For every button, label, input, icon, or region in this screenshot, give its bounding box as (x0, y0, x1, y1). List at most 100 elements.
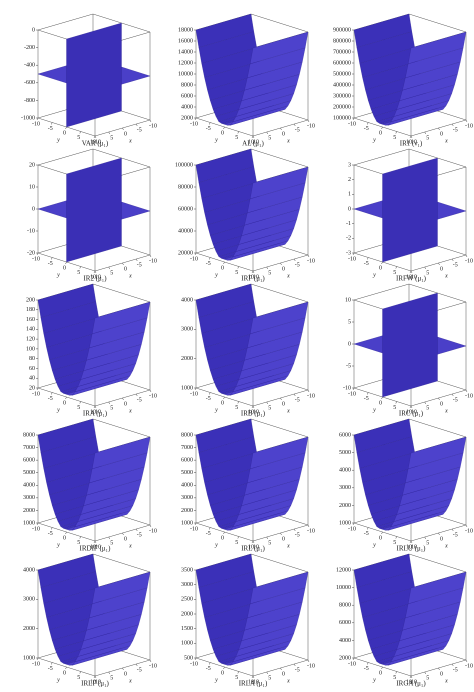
y-tick-label: -5 (364, 126, 369, 132)
surface (66, 157, 122, 263)
box-edge (408, 418, 467, 438)
panel: 1000 2000 3000 4000 5000 6000 7000 8000 -10 -5 0 5 1… (181, 418, 315, 553)
x-tick (410, 405, 413, 409)
y-axis-label: y (56, 407, 60, 413)
z-tick-label: -3 (346, 250, 351, 256)
y-tick (36, 657, 39, 661)
x-tick (94, 540, 97, 544)
y-axis-label: y (214, 407, 218, 413)
x-tick (149, 659, 152, 663)
y-tick-label: 5 (393, 405, 396, 411)
y-tick (51, 257, 53, 260)
x-tick (465, 389, 468, 393)
x-tick-label: -10 (465, 123, 473, 129)
x-tick-label: 5 (268, 270, 271, 276)
box-edge (408, 553, 467, 573)
y-tick (223, 261, 225, 265)
x-tick (136, 663, 138, 667)
x-axis-label: x (128, 273, 132, 279)
panel-caption: IR1 (ν₁) (400, 140, 423, 148)
x-tick-label: -5 (295, 532, 300, 538)
y-tick (251, 540, 254, 544)
x-tick (108, 401, 110, 405)
x-tick-label: 5 (110, 405, 113, 411)
y-tick-label: 5 (393, 540, 396, 546)
x-tick (452, 528, 454, 532)
x-tick-label: 0 (124, 671, 127, 677)
x-tick-label: 5 (110, 540, 113, 546)
surface (407, 571, 467, 604)
box-edge (250, 418, 309, 438)
z-tick-label: -2 (346, 236, 351, 242)
x-tick (252, 675, 255, 679)
z-tick-label: 1000 (339, 520, 351, 526)
x-tick (294, 123, 296, 127)
x-tick (122, 532, 124, 536)
y-tick-label: -5 (48, 531, 53, 537)
y-tick-label: 0 (221, 130, 224, 136)
x-tick (452, 123, 454, 127)
z-tick-label: -1000 (21, 115, 35, 121)
y-tick-label: 5 (393, 270, 396, 276)
z-tick-label: 5000 (339, 450, 351, 456)
y-tick (251, 270, 254, 274)
y-tick-label: 0 (379, 400, 382, 406)
x-tick-label: 5 (268, 675, 271, 681)
surface (249, 31, 309, 64)
x-tick (149, 254, 152, 258)
x-tick (108, 131, 110, 135)
z-tick-label: 1500 (181, 626, 193, 632)
z-tick-label: 6000 (339, 432, 351, 438)
z-tick-label: 5 (348, 319, 351, 325)
x-tick-label: -10 (149, 393, 157, 399)
y-tick-label: 0 (379, 130, 382, 136)
panel: 20000 40000 60000 80000 100000 -10 -5 0 5 10 10 5 0 -… (175, 148, 315, 283)
x-tick (410, 270, 413, 274)
z-tick-label: 80000 (178, 184, 193, 190)
y-tick-label: -5 (48, 261, 53, 267)
x-tick-label: 0 (282, 536, 285, 542)
y-tick-label: -10 (32, 526, 40, 532)
x-tick (294, 528, 296, 532)
x-tick (108, 671, 110, 675)
z-tick-label: 2000 (339, 503, 351, 509)
y-axis-label: y (214, 542, 218, 548)
surface (249, 166, 309, 199)
y-tick-label: 5 (77, 675, 80, 681)
y-tick (367, 257, 369, 260)
y-tick-label: 5 (235, 405, 238, 411)
x-tick (465, 524, 468, 528)
x-tick (94, 405, 97, 409)
y-tick (223, 126, 225, 130)
z-tick-label: 10 (29, 184, 35, 190)
x-axis-label: x (128, 408, 132, 414)
y-tick-label: 10 (90, 679, 96, 685)
z-tick-label: 160 (26, 317, 35, 323)
z-tick-label: 100000 (333, 115, 351, 121)
x-tick-label: 10 (95, 544, 101, 550)
y-tick (93, 675, 96, 679)
z-tick-label: 1000 (181, 385, 193, 391)
y-tick (381, 396, 383, 400)
y-tick-label: 10 (406, 544, 412, 550)
y-tick (395, 401, 397, 404)
panel: 1000 2000 3000 4000 -10 -5 0 5 10 10 5 0 -5 -10 y x IRLF… (23, 553, 157, 688)
z-tick-label: 4000 (181, 297, 193, 303)
x-tick (438, 667, 440, 671)
y-tick-label: -5 (364, 396, 369, 402)
x-tick-label: -10 (465, 663, 473, 669)
y-tick (237, 131, 239, 134)
y-tick (79, 401, 81, 404)
x-tick (280, 532, 282, 536)
y-tick (367, 662, 369, 665)
x-tick-label: 10 (253, 274, 259, 280)
z-tick-label: 2000 (181, 611, 193, 617)
x-tick (136, 123, 138, 127)
y-tick (51, 527, 53, 530)
z-tick-label: 8000 (23, 432, 35, 438)
x-axis-label: x (444, 273, 448, 279)
x-tick (307, 524, 310, 528)
y-tick (93, 405, 96, 409)
panel-caption: IRFW (μ₁) (396, 275, 427, 283)
